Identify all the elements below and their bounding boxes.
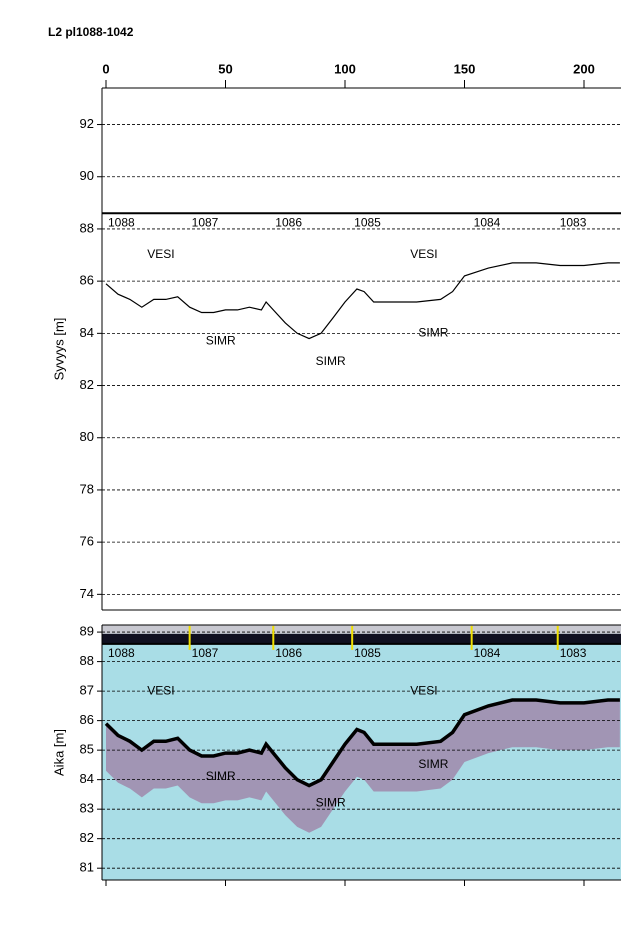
y-tick-label: 84 [80, 325, 94, 340]
x-tick-label: 100 [334, 61, 356, 76]
station-label: 1083 [560, 646, 587, 660]
y-tick-label: 84 [80, 771, 94, 786]
station-label: 1085 [354, 215, 381, 229]
y-tick-label: 82 [80, 377, 94, 392]
annotation: VESI [147, 683, 174, 697]
air-band [102, 625, 621, 634]
y-tick-label: 85 [80, 742, 94, 757]
annotation: VESI [410, 247, 437, 261]
station-label: 1087 [192, 646, 219, 660]
annotation: VESI [147, 247, 174, 261]
annotation: SIMR [316, 795, 346, 809]
x-tick-label: 0 [102, 61, 109, 76]
y-axis-label: Aika [m] [51, 729, 66, 776]
y-tick-label: 89 [80, 624, 94, 639]
annotation: SIMR [418, 326, 448, 340]
y-tick-label: 86 [80, 273, 94, 288]
y-tick-label: 88 [80, 220, 94, 235]
chart-title: L2 pl1088-1042 [48, 25, 134, 39]
station-label: 1083 [560, 215, 587, 229]
x-tick-label: 50 [218, 61, 232, 76]
annotation: SIMR [418, 757, 448, 771]
station-label: 1084 [474, 646, 501, 660]
water-surface-band [102, 633, 621, 644]
y-tick-label: 78 [80, 481, 94, 496]
y-tick-label: 87 [80, 683, 94, 698]
x-tick-label: 200 [573, 61, 595, 76]
bottom-profile [104, 698, 620, 788]
y-tick-label: 76 [80, 534, 94, 549]
y-tick-label: 88 [80, 653, 94, 668]
sediment-reflection [106, 700, 620, 833]
station-label: 1088 [108, 215, 135, 229]
bottom-profile [105, 262, 620, 340]
y-axis-label: Syvyys [m] [51, 318, 66, 381]
y-tick-label: 74 [80, 586, 94, 601]
station-label: 1086 [275, 646, 302, 660]
annotation: VESI [410, 683, 437, 697]
y-tick-label: 90 [80, 168, 94, 183]
station-label: 1088 [108, 646, 135, 660]
y-tick-label: 82 [80, 830, 94, 845]
y-tick-label: 81 [80, 860, 94, 875]
y-tick-label: 83 [80, 801, 94, 816]
y-tick-label: 80 [80, 429, 94, 444]
annotation: SIMR [316, 354, 346, 368]
y-tick-label: 86 [80, 712, 94, 727]
annotation: SIMR [206, 769, 236, 783]
station-label: 1087 [192, 215, 219, 229]
station-label: 1084 [474, 215, 501, 229]
y-tick-label: 92 [80, 116, 94, 131]
station-label: 1086 [275, 215, 302, 229]
annotation: SIMR [206, 333, 236, 347]
station-label: 1085 [354, 646, 381, 660]
x-tick-label: 150 [454, 61, 476, 76]
